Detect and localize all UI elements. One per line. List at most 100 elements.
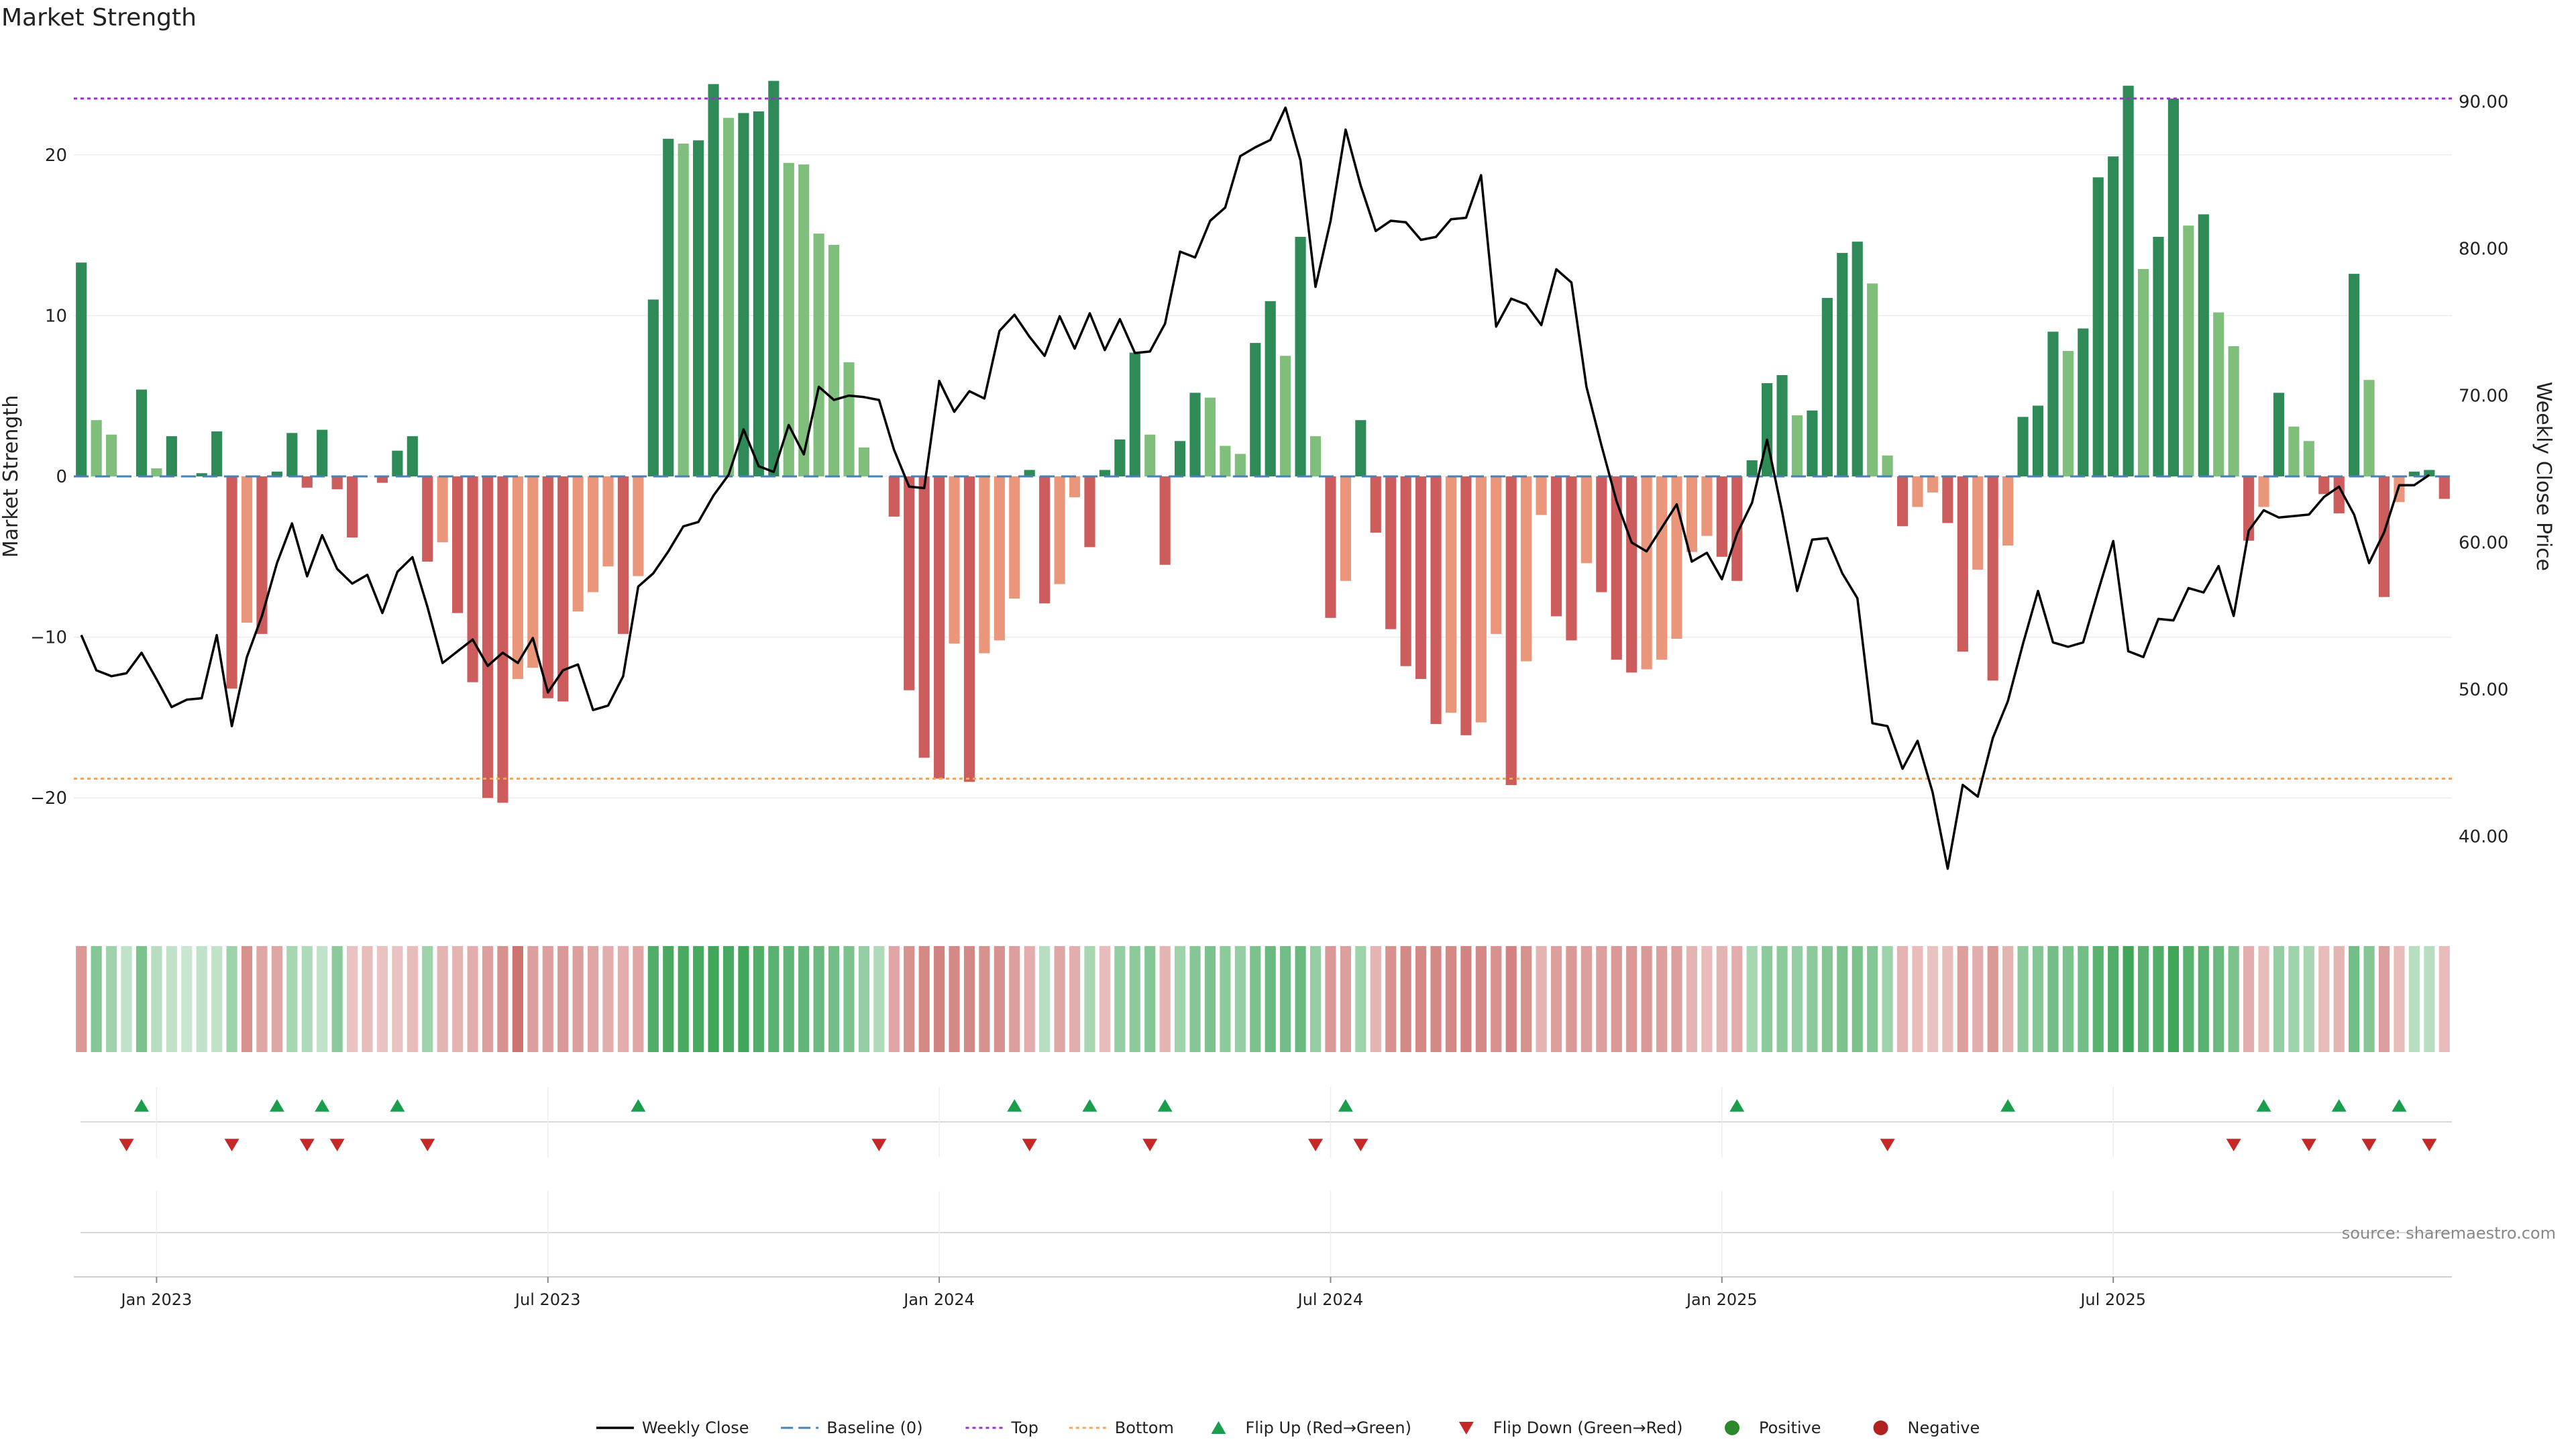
strength-bar-125	[1957, 476, 1968, 652]
heat-cell-7	[181, 946, 193, 1052]
right-tick-label: 60.00	[2459, 533, 2508, 554]
strength-bar-18	[347, 476, 358, 538]
heat-cell-45	[753, 946, 764, 1052]
strength-bar-31	[542, 476, 553, 698]
heat-cell-78	[1250, 946, 1261, 1052]
strength-bar-121	[1896, 476, 1909, 527]
heat-cell-23	[422, 946, 433, 1052]
flip-up-marker-6	[1082, 1099, 1097, 1112]
strength-bar-129	[2017, 417, 2029, 476]
strength-bar-0	[76, 262, 87, 476]
flip-down-marker-14	[2422, 1139, 2437, 1151]
heat-cell-94	[1491, 946, 1502, 1052]
strength-bar-37	[633, 476, 644, 576]
heat-cell-109	[1716, 946, 1727, 1052]
strength-bar-28	[497, 476, 508, 803]
legend-label: Top	[1010, 1418, 1038, 1437]
flip-up-marker-5	[1007, 1099, 1022, 1112]
heat-cell-38	[647, 946, 659, 1052]
left-tick-label: 0	[56, 467, 67, 487]
strength-bar-55	[904, 476, 915, 690]
heat-cell-85	[1355, 946, 1366, 1052]
strength-bar-78	[1250, 343, 1261, 476]
strength-bar-123	[1927, 476, 1939, 492]
heat-cell-3	[121, 946, 132, 1052]
heat-cell-12	[256, 946, 268, 1052]
heat-cell-87	[1385, 946, 1397, 1052]
strength-bar-146	[2273, 393, 2285, 476]
left-axis-title: Market Strength	[0, 395, 23, 558]
left-tick-label: −20	[30, 788, 67, 809]
strength-bar-2	[106, 434, 117, 476]
strength-bar-132	[2062, 351, 2074, 476]
legend-label: Negative	[1908, 1418, 1980, 1437]
heat-cell-157	[2438, 946, 2450, 1052]
heat-cell-155	[2408, 946, 2420, 1052]
strength-bar-122	[1912, 476, 1923, 507]
flip-up-marker-11	[2256, 1099, 2271, 1112]
heat-cell-47	[783, 946, 794, 1052]
heat-cell-40	[678, 946, 689, 1052]
flip-down-marker-13	[2361, 1139, 2377, 1151]
strength-bar-81	[1295, 236, 1306, 476]
heat-cell-89	[1415, 946, 1427, 1052]
strength-bar-10	[226, 476, 237, 689]
legend-swatch-6	[1725, 1420, 1740, 1435]
strength-bar-144	[2243, 476, 2255, 541]
right-tick-label: 70.00	[2459, 386, 2508, 407]
heat-cell-53	[873, 946, 885, 1052]
flip-down-marker-7	[1142, 1139, 1158, 1151]
heat-cell-25	[452, 946, 464, 1052]
heat-cell-50	[828, 946, 840, 1052]
heat-cell-56	[918, 946, 930, 1052]
left-tick-label: 20	[45, 146, 67, 166]
strength-bar-156	[2424, 470, 2435, 476]
strength-bar-21	[392, 450, 403, 476]
chart-title: Market Strength	[1, 4, 197, 32]
heat-cell-75	[1204, 946, 1216, 1052]
heat-cell-57	[934, 946, 945, 1052]
strength-bar-59	[963, 476, 975, 782]
heat-cell-96	[1521, 946, 1532, 1052]
heat-cell-143	[2228, 946, 2239, 1052]
strength-bar-109	[1716, 476, 1727, 557]
heat-cell-61	[994, 946, 1005, 1052]
heat-cell-145	[2258, 946, 2269, 1052]
strength-bar-39	[663, 138, 674, 476]
heat-cell-121	[1896, 946, 1909, 1052]
heat-cell-62	[1009, 946, 1020, 1052]
heat-cell-13	[271, 946, 282, 1052]
heat-cell-91	[1445, 946, 1457, 1052]
heat-cell-123	[1927, 946, 1939, 1052]
heat-cell-139	[2167, 946, 2179, 1052]
strength-bar-86	[1370, 476, 1381, 533]
heat-cell-71	[1144, 946, 1156, 1052]
strength-bar-44	[738, 113, 749, 477]
heat-cell-4	[136, 946, 148, 1052]
heat-cell-73	[1175, 946, 1186, 1052]
heat-cell-116	[1821, 946, 1833, 1052]
heat-cell-144	[2243, 946, 2255, 1052]
strength-bar-22	[407, 436, 418, 476]
flip-down-marker-9	[1353, 1139, 1368, 1151]
strength-bar-82	[1309, 436, 1322, 476]
heat-cell-79	[1265, 946, 1276, 1052]
heat-cell-58	[949, 946, 960, 1052]
source-attribution: source: sharemaestro.com	[2342, 1224, 2556, 1243]
heat-cell-136	[2123, 946, 2134, 1052]
strength-bar-89	[1415, 476, 1427, 679]
heat-cell-33	[572, 946, 584, 1052]
strength-bar-54	[888, 476, 900, 517]
flip-up-marker-2	[315, 1099, 330, 1112]
strength-bar-88	[1400, 476, 1411, 666]
strength-bar-116	[1821, 298, 1833, 476]
heat-cell-142	[2213, 946, 2224, 1052]
heat-cell-135	[2108, 946, 2119, 1052]
heat-cell-81	[1295, 946, 1306, 1052]
strength-bar-43	[722, 117, 735, 477]
heat-cell-32	[557, 946, 569, 1052]
heat-cell-86	[1370, 946, 1381, 1052]
strength-bar-30	[527, 476, 539, 668]
heat-cell-22	[407, 946, 418, 1052]
